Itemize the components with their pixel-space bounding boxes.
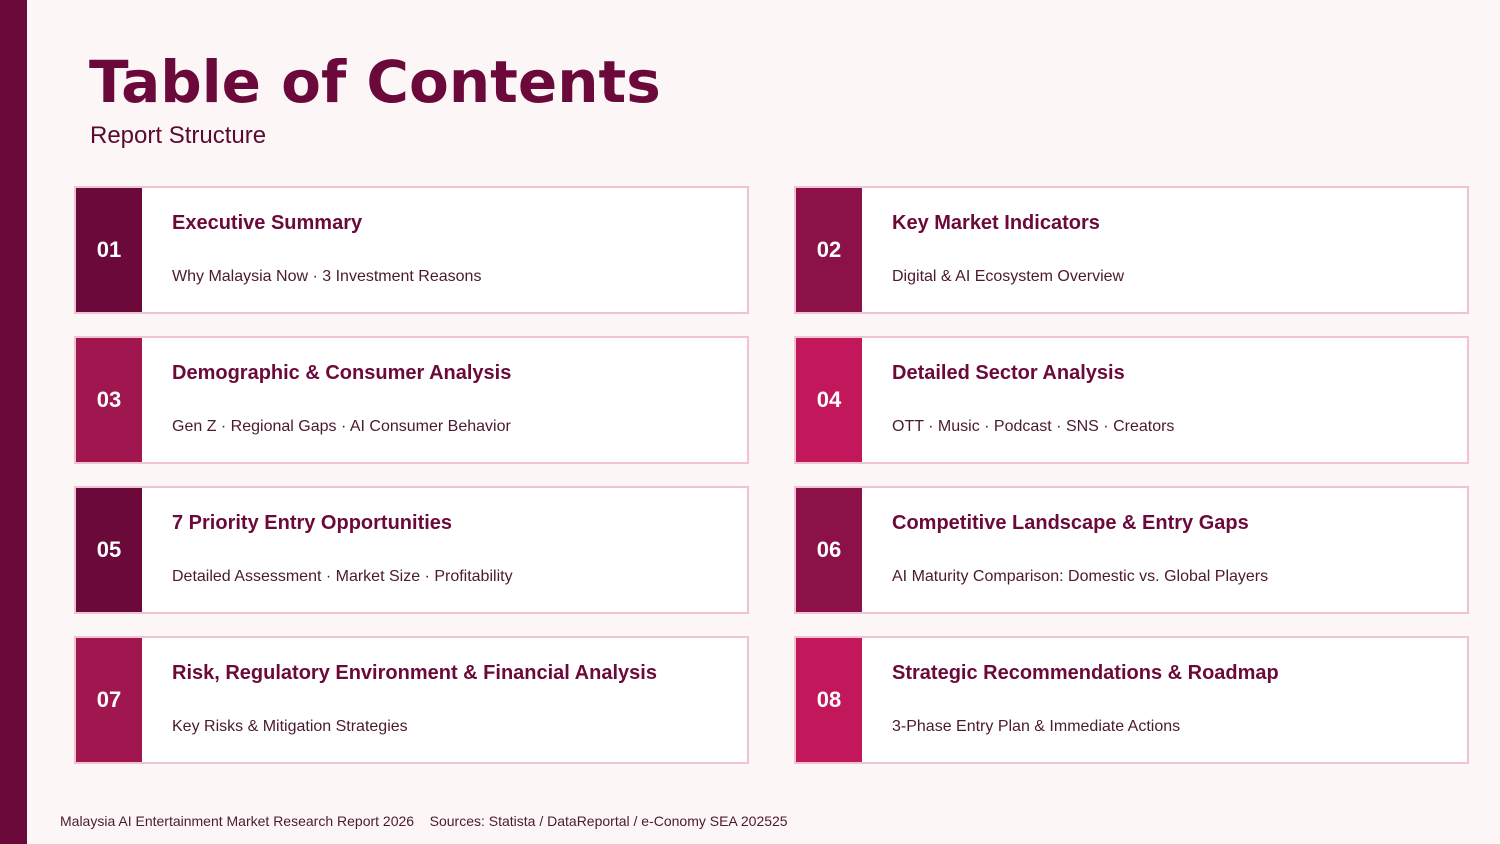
- footer-report: Malaysia AI Entertainment Market Researc…: [60, 813, 415, 829]
- toc-card: 03 Demographic & Consumer Analysis Gen Z ·…: [74, 336, 749, 464]
- footer-sources: Sources: Statista / DataReportal / e-Con…: [429, 813, 788, 829]
- item-title: Strategic Recommendations & Roadmap: [892, 662, 1279, 684]
- toc-card: 02 Key Market Indicators Digital & AI Ecos…: [794, 186, 1469, 314]
- item-subtitle: Gen Z · Regional Gaps · AI Consumer Beha…: [172, 418, 511, 435]
- item-number: 03: [76, 338, 142, 462]
- toc-card: 07 Risk, Regulatory Environment & Financi…: [74, 636, 749, 764]
- title: Table of Contents: [89, 48, 661, 116]
- item-title: Key Market Indicators: [892, 212, 1100, 234]
- toc-card: 06 Competitive Landscape & Entry Gaps AI M…: [794, 486, 1469, 614]
- subtitle: Report Structure: [90, 122, 267, 149]
- item-number: 01: [76, 188, 142, 312]
- item-number: 07: [76, 638, 142, 762]
- item-number: 06: [796, 488, 862, 612]
- item-title: Detailed Sector Analysis: [892, 362, 1125, 384]
- item-title: Competitive Landscape & Entry Gaps: [892, 512, 1249, 534]
- toc-card: 05 7 Priority Entry Opportunities Detailed…: [74, 486, 749, 614]
- item-number: 04: [796, 338, 862, 462]
- item-subtitle: AI Maturity Comparison: Domestic vs. Glo…: [892, 568, 1269, 585]
- item-number: 08: [796, 638, 862, 762]
- item-subtitle: 3-Phase Entry Plan & Immediate Actions: [892, 718, 1181, 735]
- item-subtitle: OTT · Music · Podcast · SNS · Creators: [892, 418, 1175, 435]
- item-title: 7 Priority Entry Opportunities: [172, 512, 453, 534]
- item-number: 02: [796, 188, 862, 312]
- item-subtitle: Why Malaysia Now · 3 Investment Reasons: [172, 268, 482, 285]
- item-subtitle: Detailed Assessment · Market Size · Prof…: [172, 568, 513, 585]
- item-title: Risk, Regulatory Environment & Financial…: [172, 662, 657, 684]
- side-bar: [0, 0, 27, 844]
- item-number: 05: [76, 488, 142, 612]
- item-title: Executive Summary: [172, 212, 363, 234]
- toc-card: 01 Executive Summary Why Malaysia Now · 3 …: [74, 186, 749, 314]
- item-subtitle: Digital & AI Ecosystem Overview: [892, 268, 1125, 285]
- toc-card: 08 Strategic Recommendations & Roadmap 3-P…: [794, 636, 1469, 764]
- item-subtitle: Key Risks & Mitigation Strategies: [172, 718, 408, 735]
- footer: Malaysia AI Entertainment Market Researc…: [60, 813, 788, 829]
- item-title: Demographic & Consumer Analysis: [172, 362, 512, 384]
- toc-card: 04 Detailed Sector Analysis OTT · Music · …: [794, 336, 1469, 464]
